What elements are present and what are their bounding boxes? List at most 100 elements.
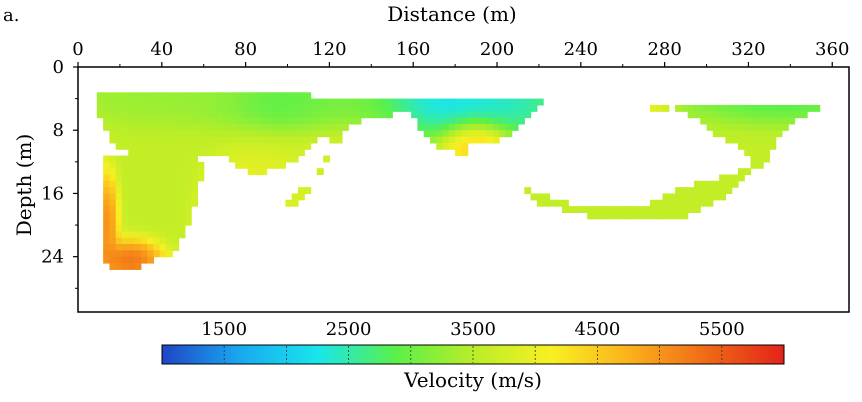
velocity-cell	[203, 142, 211, 150]
velocity-cell	[455, 130, 463, 138]
velocity-cell	[134, 193, 142, 201]
velocity-cell	[323, 130, 331, 138]
velocity-cell	[247, 123, 255, 131]
velocity-cell	[122, 237, 129, 245]
velocity-cell	[122, 123, 129, 131]
velocity-cell	[115, 155, 123, 163]
velocity-cell	[794, 104, 802, 112]
velocity-cell	[291, 136, 299, 144]
velocity-cell	[297, 123, 305, 131]
velocity-cell	[122, 130, 129, 138]
velocity-cell	[165, 130, 173, 138]
velocity-cell	[159, 168, 167, 176]
velocity-cell	[178, 187, 186, 195]
velocity-cell	[191, 180, 199, 188]
velocity-cell	[159, 225, 167, 232]
velocity-cell	[304, 130, 312, 138]
velocity-cell	[140, 149, 148, 157]
velocity-cell	[216, 136, 224, 144]
velocity-cell	[467, 136, 475, 144]
velocity-cell	[178, 199, 186, 207]
velocity-cell	[103, 244, 111, 251]
velocity-cell	[165, 155, 173, 163]
velocity-cell	[178, 149, 186, 157]
velocity-cell	[241, 98, 249, 106]
velocity-cell	[109, 244, 117, 251]
velocity-cell	[536, 98, 544, 106]
velocity-cell	[706, 111, 714, 119]
velocity-cell	[706, 199, 714, 207]
velocity-cell	[197, 117, 205, 125]
velocity-cell	[473, 111, 481, 119]
velocity-cell	[310, 117, 318, 125]
velocity-cell	[417, 123, 425, 131]
velocity-cell	[291, 104, 299, 112]
velocity-cell	[524, 98, 532, 106]
velocity-cell	[172, 212, 180, 220]
velocity-cell	[147, 123, 155, 131]
velocity-cell	[115, 199, 123, 207]
velocity-cell	[159, 111, 167, 119]
velocity-cell	[442, 130, 450, 138]
velocity-cell	[241, 111, 249, 119]
velocity-cell	[165, 250, 173, 258]
velocity-cell	[134, 117, 142, 125]
velocity-cell	[455, 117, 463, 125]
velocity-cell	[304, 142, 312, 150]
velocity-cell	[725, 130, 733, 138]
velocity-cell	[593, 206, 601, 214]
velocity-cell	[235, 104, 243, 112]
velocity-cell	[725, 187, 733, 195]
velocity-cell	[499, 104, 507, 112]
velocity-cell	[172, 111, 180, 119]
velocity-cell	[448, 98, 456, 106]
velocity-cell	[216, 123, 224, 131]
velocity-cell	[436, 142, 444, 150]
velocity-cell	[153, 130, 161, 138]
velocity-cell	[140, 237, 148, 245]
velocity-cell	[681, 104, 689, 112]
velocity-cell	[756, 161, 764, 169]
velocity-cell	[178, 193, 186, 201]
velocity-cell	[153, 142, 161, 150]
velocity-cell	[467, 104, 475, 112]
velocity-cell	[222, 130, 230, 138]
velocity-cell	[668, 199, 676, 207]
velocity-cell	[775, 123, 783, 131]
velocity-cell	[505, 104, 513, 112]
velocity-cell	[159, 117, 167, 125]
velocity-cell	[134, 199, 142, 207]
x-tick-label: 0	[72, 39, 83, 60]
velocity-cell	[197, 111, 205, 119]
velocity-cell	[712, 187, 720, 195]
velocity-cell	[128, 218, 136, 226]
velocity-cell	[147, 136, 155, 144]
velocity-cell	[731, 180, 739, 188]
velocity-cell	[511, 123, 519, 131]
velocity-cell	[297, 149, 305, 157]
velocity-cell	[147, 142, 155, 150]
velocity-cell	[769, 142, 777, 150]
velocity-cell	[184, 187, 192, 195]
velocity-cell	[272, 104, 280, 112]
velocity-cell	[744, 104, 752, 112]
velocity-cell	[291, 199, 299, 207]
velocity-cell	[756, 111, 764, 119]
velocity-cell	[304, 123, 312, 131]
velocity-cell	[297, 117, 305, 125]
velocity-cell	[486, 111, 494, 119]
velocity-cell	[272, 130, 280, 138]
velocity-cell	[455, 136, 463, 144]
velocity-cell	[253, 111, 261, 119]
velocity-cell	[165, 174, 173, 182]
velocity-cell	[455, 123, 463, 131]
velocity-cell	[291, 123, 299, 131]
velocity-cell	[122, 136, 129, 144]
velocity-cell	[253, 104, 261, 112]
velocity-cell	[191, 111, 199, 119]
velocity-cell	[184, 111, 192, 119]
colorbar-label: Velocity (m/s)	[403, 368, 542, 392]
velocity-cell	[159, 206, 167, 214]
velocity-cell	[203, 111, 211, 119]
velocity-cell	[140, 142, 148, 150]
